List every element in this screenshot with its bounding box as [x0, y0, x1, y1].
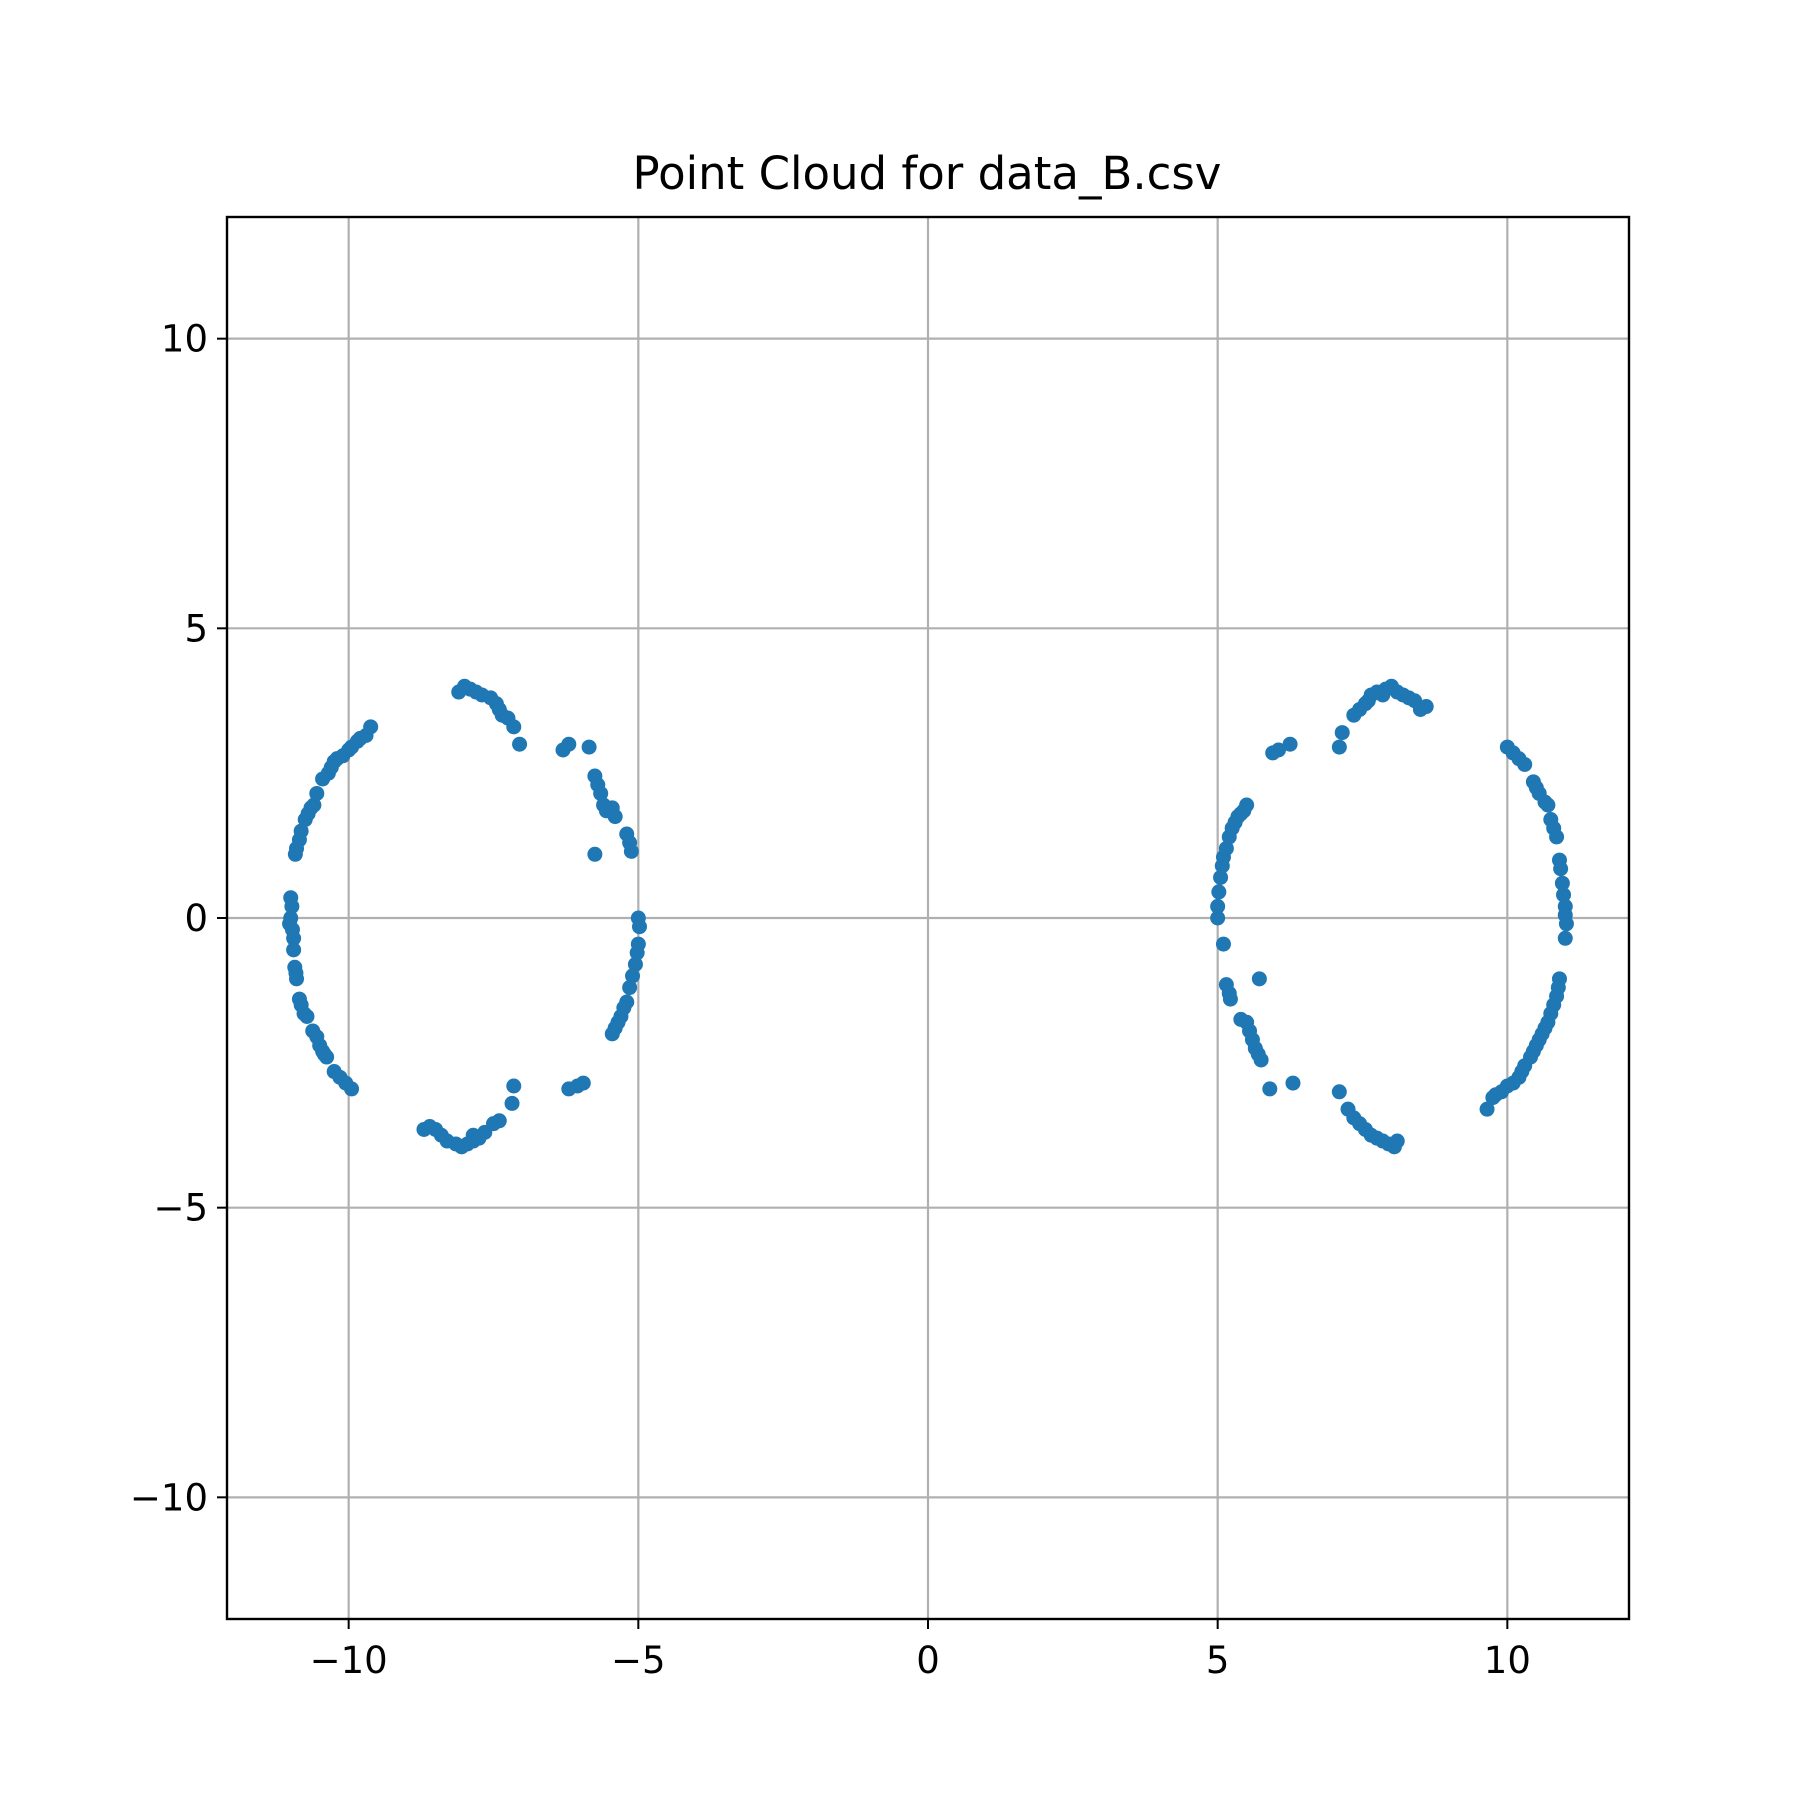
scatter-point — [629, 945, 645, 961]
scatter-point — [1210, 898, 1226, 914]
scatter-point — [306, 797, 322, 813]
scatter-point — [622, 980, 638, 996]
scatter-point — [1211, 884, 1227, 900]
scatter-point — [607, 809, 623, 825]
scatter-point — [1285, 1075, 1301, 1091]
scatter-point — [561, 1081, 577, 1097]
scatter-point — [1485, 1090, 1501, 1106]
scatter-point — [1540, 797, 1556, 813]
scatter-point — [625, 968, 641, 984]
scatter-point — [1218, 840, 1234, 856]
scatter-point — [1549, 829, 1565, 845]
scatter-point — [286, 930, 302, 946]
scatter-point — [309, 785, 325, 801]
scatter-point — [299, 1008, 315, 1024]
scatter-point — [1553, 861, 1569, 877]
scatter-point — [1554, 875, 1570, 891]
scatter-point — [1215, 936, 1231, 952]
scatter-point — [284, 898, 300, 914]
scatter-point — [344, 1081, 360, 1097]
y-tick-label: 5 — [184, 607, 208, 650]
scatter-point — [1239, 797, 1255, 813]
scatter-point — [631, 919, 647, 935]
x-tick-label: −5 — [611, 1639, 666, 1682]
scatter-point — [506, 719, 522, 735]
scatter-point — [1331, 739, 1347, 755]
chart-title: Point Cloud for data_B.csv — [633, 147, 1222, 200]
scatter-point — [512, 736, 528, 752]
y-tick-label: 10 — [161, 318, 208, 361]
grid-layer — [227, 217, 1629, 1619]
scatter-point — [1517, 756, 1533, 772]
y-tick-label: −10 — [130, 1476, 208, 1519]
scatter-point — [504, 1095, 520, 1111]
x-tick-label: 5 — [1206, 1639, 1230, 1682]
scatter-point — [561, 736, 577, 752]
scatter-point — [465, 1127, 481, 1143]
scatter-point — [1253, 1052, 1269, 1068]
scatter-point — [1331, 1084, 1347, 1100]
x-tick-label: 0 — [916, 1639, 940, 1682]
scatter-point — [1222, 991, 1238, 1007]
scatter-point — [1557, 930, 1573, 946]
scatter-point — [1282, 736, 1298, 752]
scatter-point — [1251, 971, 1267, 987]
scatter-point — [506, 1078, 522, 1094]
scatter-point — [627, 956, 643, 972]
y-tick-label: −5 — [153, 1187, 208, 1230]
scatter-point — [319, 1049, 335, 1065]
scatter-point — [1479, 1101, 1495, 1117]
scatter-point — [1558, 916, 1574, 932]
scatter-point — [604, 1026, 620, 1042]
scatter-point — [581, 739, 597, 755]
scatter-point — [623, 843, 639, 859]
x-tick-label: 10 — [1484, 1639, 1531, 1682]
x-tick-label: −10 — [310, 1639, 388, 1682]
scatter-point — [1213, 869, 1229, 885]
scatter-point — [289, 971, 305, 987]
scatter-point — [363, 719, 379, 735]
scatter-point — [593, 785, 609, 801]
points-layer — [282, 678, 1574, 1155]
scatter-point — [1271, 742, 1286, 758]
scatter-point — [286, 942, 302, 958]
scatter-point — [587, 846, 603, 862]
scatter-point — [1556, 887, 1572, 903]
scatter-point — [1210, 910, 1226, 926]
scatter-point — [416, 1121, 432, 1137]
y-tick-label: 0 — [184, 897, 208, 940]
scatter-point — [293, 823, 309, 839]
scatter-point — [1418, 699, 1434, 715]
ticks-layer: −10 −5 0 5 10 −10 −5 0 5 10 — [130, 318, 1531, 1682]
scatter-point — [1389, 1133, 1405, 1149]
scatter-point — [1262, 1081, 1278, 1097]
scatter-point — [1334, 725, 1350, 741]
